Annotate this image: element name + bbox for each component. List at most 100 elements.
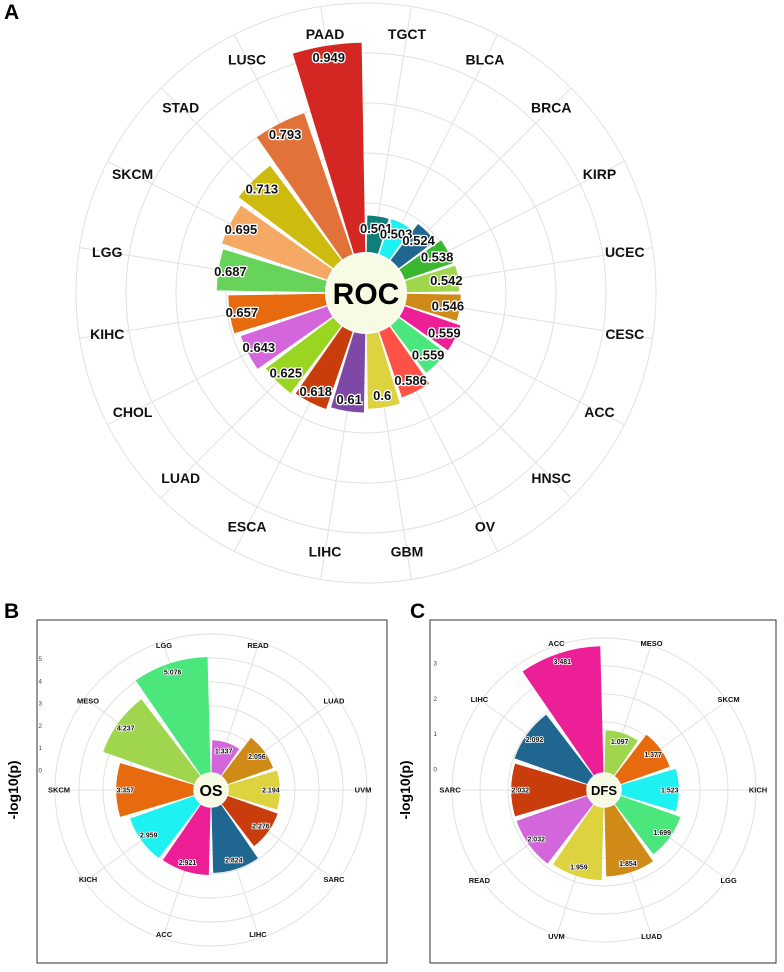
category-label-meso: MESO [641,639,663,648]
y-tick-label: 1 [38,745,42,752]
value-label: 0.586 [394,373,427,388]
value-label: 0.949 [312,50,345,65]
bar-ucec [404,265,460,293]
bar-kirp [398,240,453,280]
category-label-sarc: SARC [439,786,461,795]
bar-sarc [511,763,588,817]
bar-luad [221,737,274,785]
value-label: 1.337 [215,749,233,756]
bar-uvm [227,770,280,810]
category-label-brca: BRCA [531,100,571,116]
panel-b-frame [36,619,388,964]
y-tick-label: 5 [38,656,42,663]
panel-c-frame [429,619,777,964]
value-label: 1.523 [661,787,679,794]
category-label-lgg: LGG [92,244,122,260]
bar-lgg [216,249,328,293]
bar-cesc [404,293,461,321]
panel-c: C -log10(p) 1.097 1.377 1.523 1.699 1.854 1.9… [397,600,777,964]
category-label-gbm: GBM [391,544,424,560]
center-label: OS [199,783,222,800]
panel-c-ylabel: -log10(p) [397,760,413,819]
bar-sarc [221,795,278,847]
bar-read [516,795,594,864]
grid-circle [225,152,507,434]
category-label-cesc: CESC [605,326,644,342]
bar-skcm [116,763,195,817]
value-label: 2.959 [140,833,158,840]
category-label-hnsc: HNSC [531,470,571,486]
value-label: 0.538 [421,249,454,264]
bar-stad [238,165,342,269]
y-tick-label: 1 [433,731,437,738]
category-label-kich: KICH [79,875,97,884]
category-label-lihc: LIHC [471,695,489,704]
grid-circle [175,102,557,484]
category-label-skcm: SKCM [718,695,740,704]
center-disc [325,252,407,334]
value-label: 0.687 [214,264,247,279]
category-label-meso: MESO [77,696,99,705]
bar-acc [398,306,461,351]
category-label-acc: ACC [156,930,173,939]
category-label-kihc: KIHC [90,326,124,342]
value-label: 2.921 [179,860,197,867]
value-label: 2.824 [225,858,243,865]
bar-lihc [514,714,594,785]
category-label-acc: ACC [584,404,614,420]
category-label-luad: LUAD [641,932,662,941]
value-label: 2.032 [511,787,529,794]
grid-circle [125,52,607,534]
value-label: 2.194 [262,787,280,794]
category-label-uvm: UVM [548,932,565,941]
category-label-lusc: LUSC [228,51,266,67]
y-tick-label: 2 [433,696,437,703]
category-label-chol: CHOL [113,404,153,420]
value-label: 0.793 [269,127,302,142]
value-label: 3.357 [116,787,134,794]
bar-luad [265,317,342,394]
category-label-skcm: SKCM [48,786,70,795]
value-label: 0.618 [299,384,332,399]
center-label: DFS [591,783,617,798]
category-label-tgct: TGCT [388,26,427,42]
bar-acc [522,646,604,776]
panel-c-letter: C [410,600,425,623]
value-label: 0.559 [428,325,461,340]
bar-blca [379,218,411,261]
bar-acc [162,804,211,876]
value-label: 0.643 [243,340,276,355]
value-label: 4.237 [117,726,135,733]
grid-circle [275,202,457,384]
y-tick-label: 2 [38,723,42,730]
value-label: 0.695 [225,222,258,237]
bar-ov [379,325,430,398]
value-label: 2.056 [248,754,266,761]
category-label-luad: LUAD [324,696,345,705]
value-label: 0.61 [337,392,362,407]
y-tick-label: 4 [38,678,42,685]
panel-b: B -log10(p) 1.337 2.056 2.194 2.276 2.824 2.9… [4,600,388,964]
category-label-esca: ESCA [228,518,267,534]
bar-paad [292,42,366,255]
y-tick-label: 3 [38,701,42,708]
value-label: 1.699 [653,830,671,837]
category-label-read: READ [469,876,491,885]
category-label-lgg: LGG [156,641,172,650]
category-label-stad: STAD [162,100,199,116]
value-label: 0.503 [380,226,413,241]
value-label: 0.6 [373,388,391,403]
category-label-lihc: LIHC [309,544,342,560]
bar-lgg [135,657,211,776]
panel-b-ylabel: -log10(p) [5,760,21,819]
bar-lihc [331,331,366,413]
bar-uvm [552,804,604,881]
category-label-ucec: UCEC [605,244,645,260]
category-label-skcm: SKCM [112,166,153,182]
value-label: 2.032 [527,837,545,844]
bar-chol [240,306,334,369]
category-label-blca: BLCA [466,51,505,67]
bar-brca [390,223,436,269]
